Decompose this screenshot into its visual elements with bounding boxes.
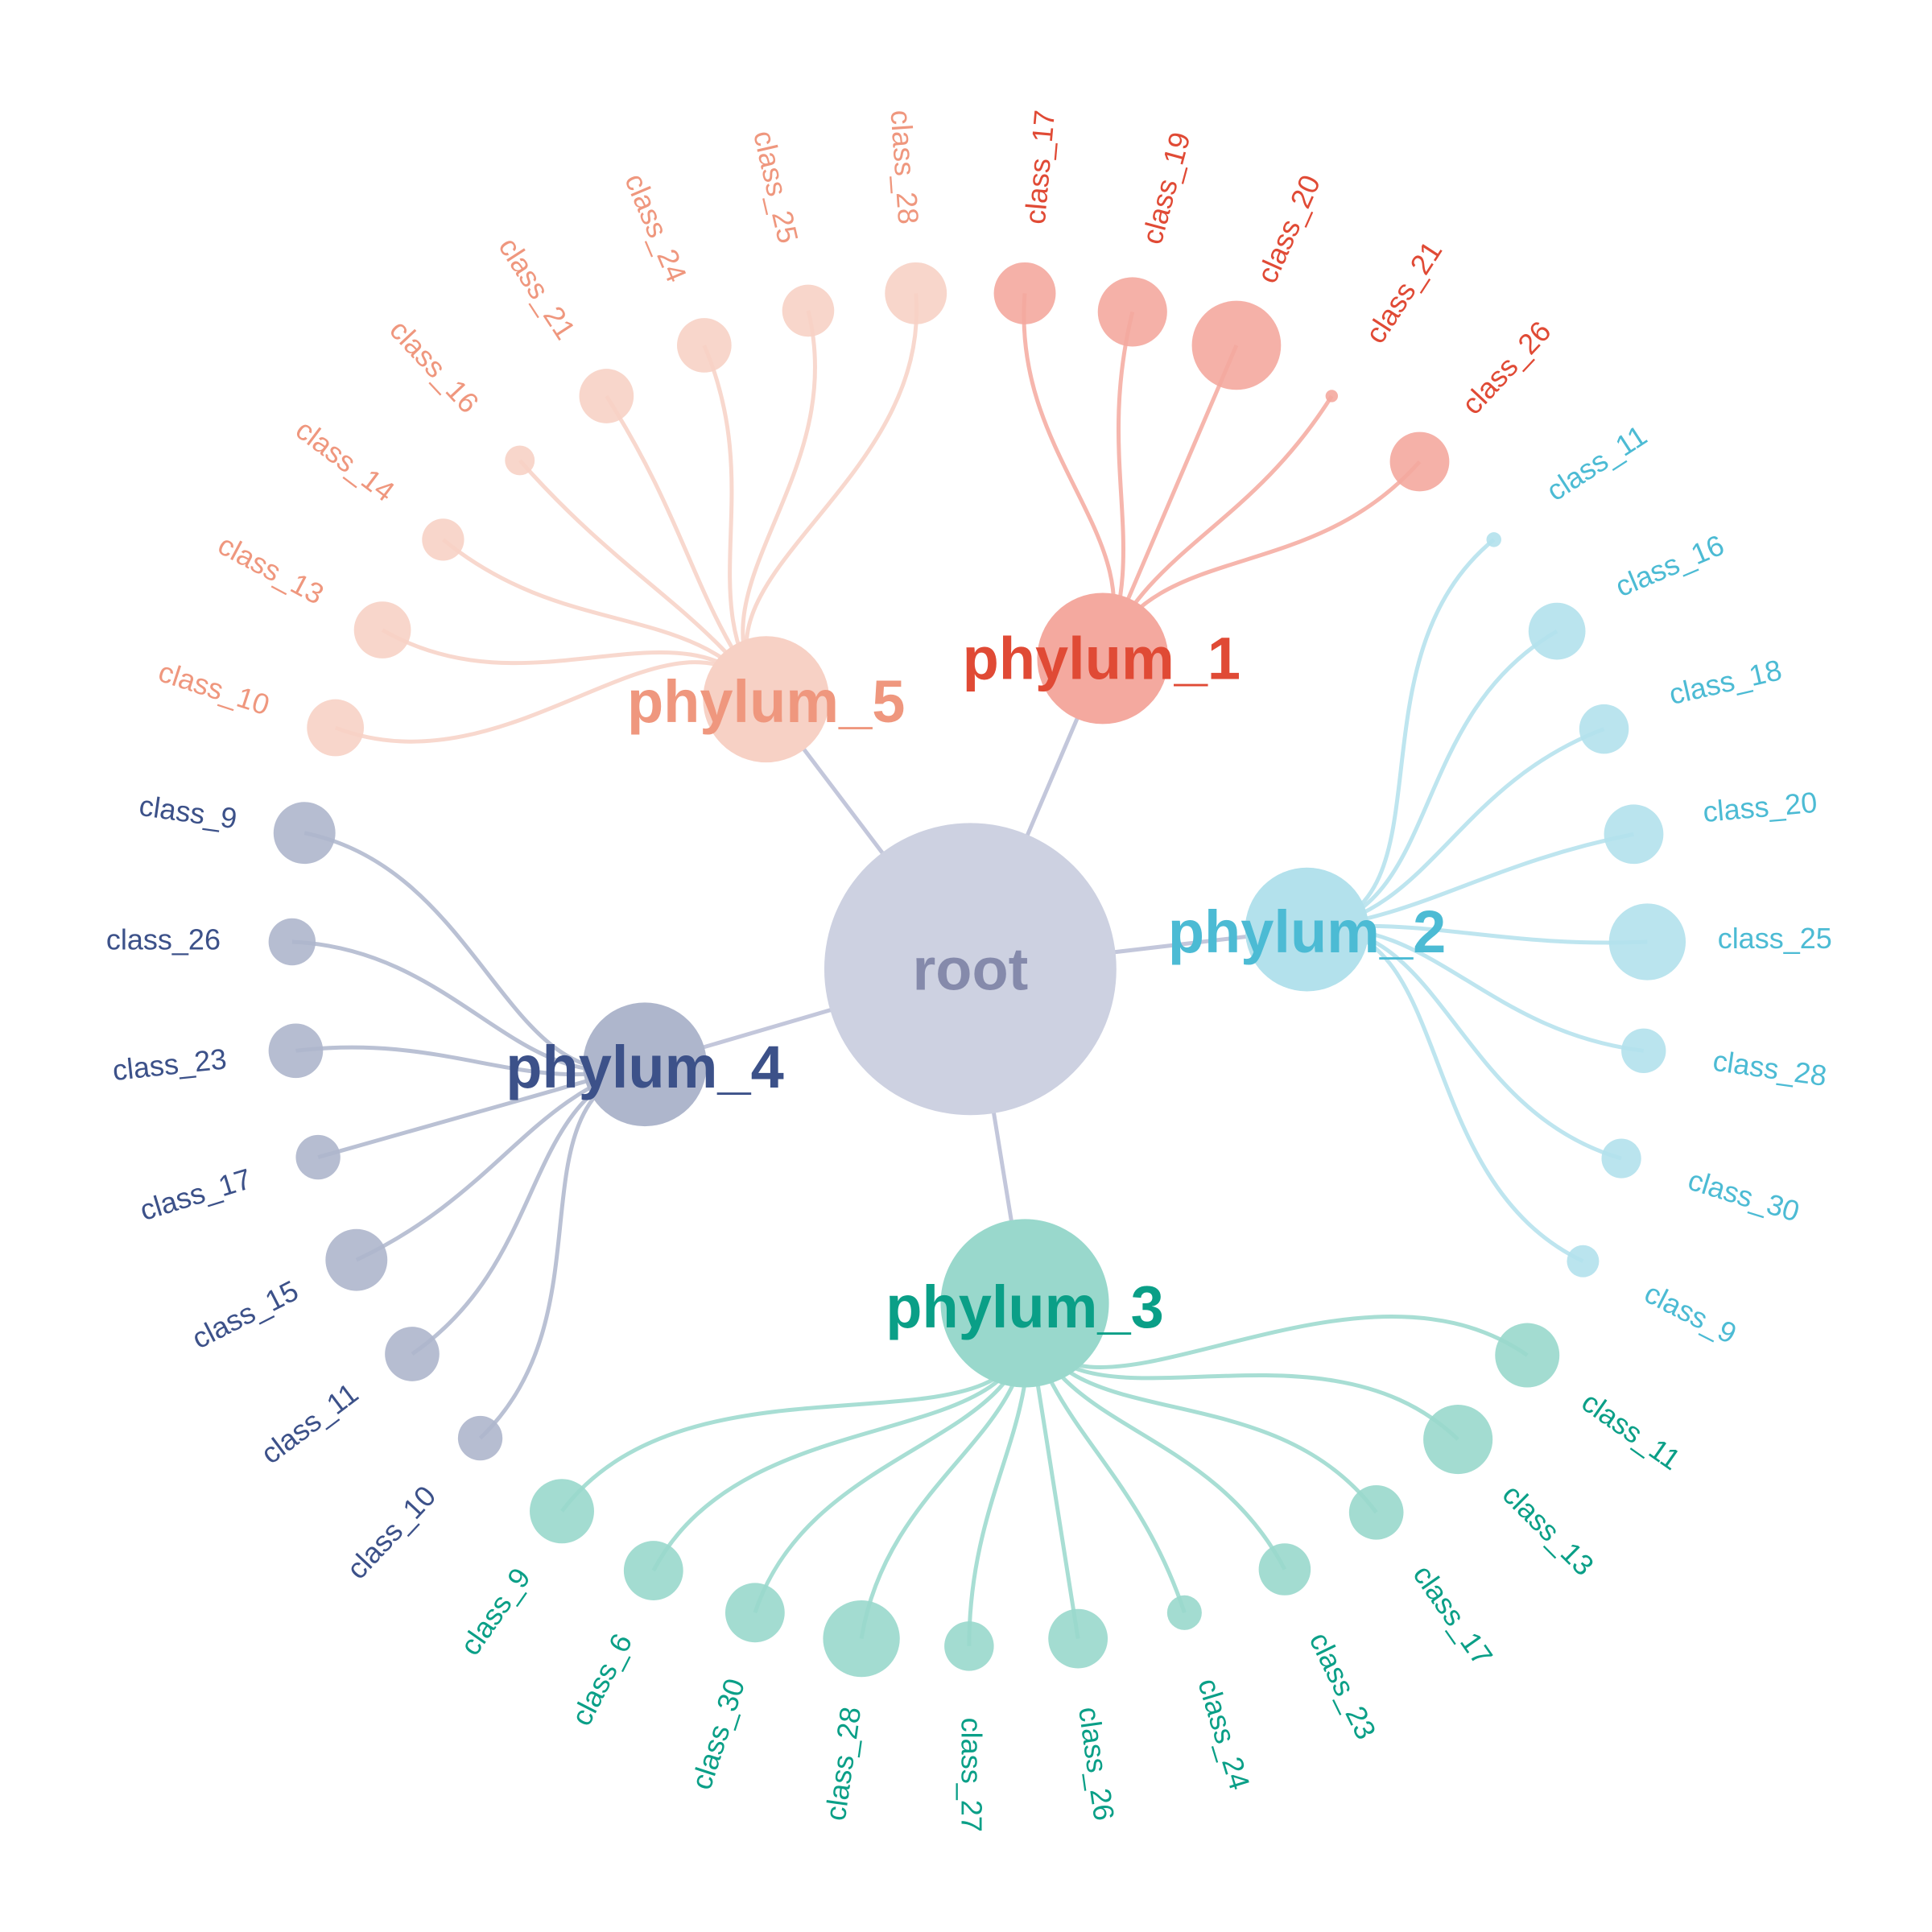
- nodes: [268, 262, 1686, 1678]
- leaf-label: class_19: [1135, 129, 1196, 248]
- leaf-label: class_17: [1406, 1558, 1499, 1671]
- leaf-label: class_23: [1303, 1627, 1383, 1744]
- leaf-node-phylum_5-class_28: [885, 262, 947, 324]
- leaf-node-phylum_3-class_24: [1166, 1595, 1202, 1630]
- leaf-label: class_16: [1611, 528, 1729, 603]
- leaf-label: class_17: [1018, 109, 1061, 225]
- leaf-label: class_17: [136, 1162, 255, 1227]
- phylum-node-phylum_2: [1245, 867, 1369, 992]
- leaf-node-phylum_4-class_9: [273, 802, 336, 865]
- leaf-node-phylum_2-class_30: [1601, 1138, 1641, 1179]
- leaf-label: class_10: [340, 1479, 442, 1585]
- leaf-node-phylum_2-class_18: [1579, 704, 1629, 754]
- leaf-node-phylum_1-class_26: [1389, 431, 1450, 492]
- leaf-node-phylum_3-class_30: [724, 1583, 785, 1643]
- leaf-node-phylum_3-class_9: [530, 1479, 594, 1544]
- phylum-label: phylum_3: [886, 1274, 1163, 1340]
- leaf-node-phylum_1-class_21: [1325, 390, 1339, 402]
- phylum-node-phylum_4: [583, 1002, 707, 1127]
- leaf-label: class_21: [492, 231, 582, 345]
- leaf-label: class_26: [1072, 1705, 1121, 1823]
- leaf-node-phylum_2-class_20: [1604, 804, 1664, 865]
- leaf-node-phylum_3-class_27: [944, 1621, 994, 1671]
- leaf-label: class_30: [1684, 1163, 1803, 1228]
- leaf-node-phylum_4-class_23: [268, 1023, 324, 1079]
- leaf-node-phylum_3-class_28: [823, 1600, 900, 1678]
- leaf-label: class_26: [106, 923, 221, 956]
- leaf-node-phylum_1-class_17: [993, 262, 1056, 324]
- phylum-node-phylum_5: [703, 636, 830, 763]
- leaf-node-phylum_2-class_28: [1621, 1028, 1666, 1073]
- leaf-label: class_25: [747, 127, 805, 246]
- root-label: root: [912, 935, 1028, 1002]
- leaf-node-phylum_3-class_23: [1258, 1543, 1311, 1596]
- leaf-node-phylum_5-class_24: [676, 318, 732, 373]
- leaf-label: class_14: [290, 413, 401, 508]
- leaf-node-phylum_3-class_26: [1048, 1608, 1108, 1669]
- leaf-node-phylum_5-class_25: [782, 284, 835, 337]
- leaf-label: class_24: [1191, 1674, 1257, 1794]
- leaf-node-phylum_5-class_21: [579, 369, 634, 423]
- leaf-label: class_9: [137, 789, 239, 836]
- leaf-label: class_30: [684, 1674, 751, 1794]
- phylum-label: phylum_4: [506, 1034, 783, 1100]
- leaf-label: class_15: [187, 1274, 303, 1355]
- leaf-node-phylum_4-class_15: [325, 1228, 388, 1291]
- leaf-label: class_28: [1711, 1044, 1828, 1092]
- leaf-label: class_23: [111, 1042, 229, 1087]
- leaf-node-phylum_3-class_11: [1495, 1323, 1560, 1388]
- phylum-label: phylum_1: [963, 625, 1241, 691]
- leaf-node-phylum_2-class_11: [1486, 532, 1501, 547]
- leaf-node-phylum_3-class_6: [623, 1541, 683, 1600]
- leaf-label: class_11: [1576, 1385, 1687, 1477]
- leaf-label: class_10: [155, 654, 274, 721]
- leaf-node-phylum_2-class_16: [1528, 602, 1586, 660]
- phylum-label: phylum_2: [1168, 898, 1446, 965]
- leaf-node-phylum_1-class_19: [1097, 277, 1167, 347]
- leaf-label: class_25: [1718, 922, 1832, 955]
- leaf-node-phylum_5-class_13: [353, 601, 411, 658]
- leaf-node-phylum_5-class_10: [307, 699, 365, 757]
- leaf-label: class_27: [955, 1718, 988, 1832]
- leaf-label: class_28: [884, 109, 925, 225]
- leaf-label: class_24: [618, 168, 693, 287]
- leaf-node-phylum_4-class_26: [268, 918, 316, 966]
- phylum-label: phylum_5: [627, 668, 905, 735]
- phylum-node-phylum_1: [1037, 592, 1169, 724]
- leaf-link-phylum_2-class_9: [1307, 927, 1584, 1263]
- leaf-node-phylum_2-class_9: [1567, 1245, 1600, 1278]
- leaf-label: class_11: [1541, 419, 1653, 507]
- leaf-node-phylum_5-class_14: [422, 518, 464, 561]
- leaf-label: class_28: [819, 1705, 867, 1823]
- leaf-label: class_21: [1359, 235, 1449, 349]
- leaf-node-phylum_4-class_10: [457, 1415, 503, 1461]
- leaf-node-phylum_3-class_17: [1348, 1484, 1404, 1540]
- leaf-label: class_20: [1702, 786, 1818, 828]
- leaf-link-phylum_2-class_11: [1307, 538, 1496, 932]
- leaf-node-phylum_5-class_16: [505, 445, 535, 476]
- leaf-label: class_9: [1640, 1276, 1742, 1350]
- leaf-label: class_9: [453, 1562, 537, 1662]
- leaf-node-phylum_4-class_11: [385, 1327, 440, 1381]
- phylum-node-phylum_3: [940, 1219, 1109, 1388]
- leaf-label: class_13: [1496, 1478, 1600, 1582]
- leaf-label: class_11: [254, 1377, 364, 1471]
- leaf-label: class_6: [564, 1629, 638, 1731]
- leaf-label: class_20: [1250, 170, 1327, 287]
- leaf-node-phylum_4-class_17: [295, 1134, 341, 1180]
- leaf-label: class_13: [213, 528, 329, 611]
- leaf-node-phylum_2-class_25: [1608, 903, 1686, 980]
- leaf-label: class_26: [1455, 315, 1558, 421]
- leaf-node-phylum_1-class_20: [1191, 300, 1282, 390]
- leaf-label: class_16: [383, 313, 485, 419]
- leaf-label: class_18: [1666, 653, 1785, 711]
- leaf-node-phylum_3-class_13: [1423, 1405, 1493, 1475]
- root-node: [824, 823, 1117, 1116]
